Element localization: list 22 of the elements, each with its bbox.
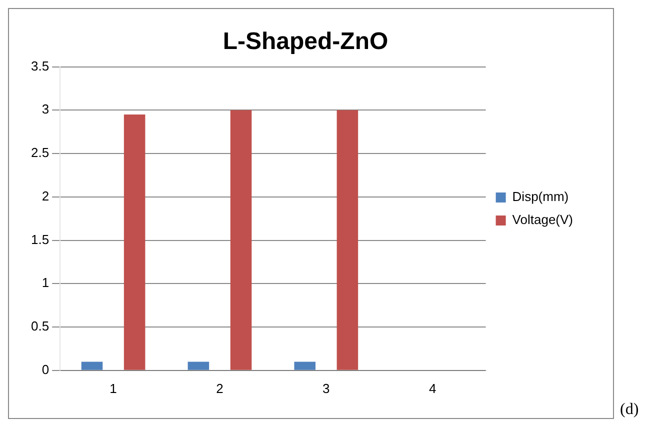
legend-label: Voltage(V) bbox=[512, 212, 573, 228]
bar bbox=[81, 362, 103, 370]
text: (d) bbox=[620, 401, 639, 418]
y-tick-label: 3 bbox=[42, 102, 50, 117]
bar bbox=[294, 362, 316, 370]
y-tick-label: 2.5 bbox=[30, 145, 50, 160]
y-tick-label: 0 bbox=[42, 362, 50, 377]
bar bbox=[336, 110, 358, 370]
y-tick-label: 2 bbox=[42, 188, 50, 204]
legend-label: Disp(mm) bbox=[512, 189, 569, 204]
y-tick-label: 3.5 bbox=[30, 58, 50, 74]
bar bbox=[124, 114, 146, 370]
bar bbox=[230, 110, 252, 370]
x-tick-label: 4 bbox=[428, 380, 436, 396]
x-tick-label: 2 bbox=[216, 380, 224, 396]
y-tick-label: 0.5 bbox=[30, 318, 50, 334]
x-tick-label: 3 bbox=[322, 380, 330, 396]
bar bbox=[188, 362, 210, 370]
y-tick-label: 1 bbox=[42, 275, 50, 290]
x-tick-label: 1 bbox=[110, 380, 117, 396]
y-tick-label: 1.5 bbox=[30, 232, 50, 247]
chart-title: L-Shaped-ZnO bbox=[222, 28, 388, 56]
